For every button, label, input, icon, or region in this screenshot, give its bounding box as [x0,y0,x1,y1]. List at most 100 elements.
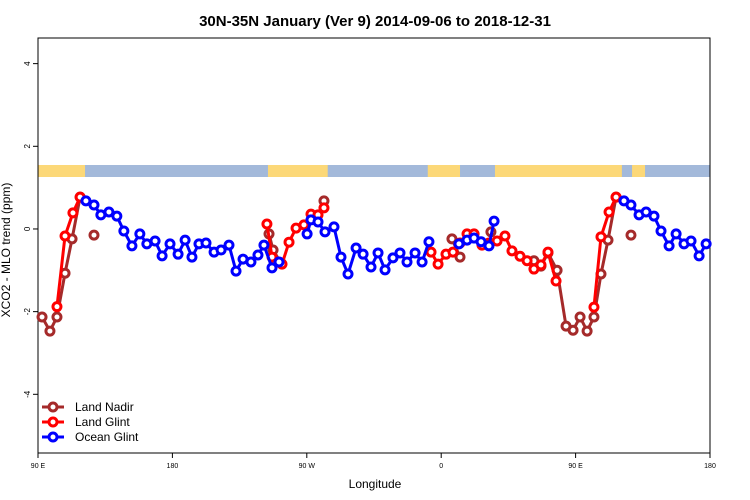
y-tick-label: -2 [23,308,32,316]
y-tick-label: 4 [23,61,32,66]
data-point [319,226,331,238]
data-point [588,311,600,323]
legend-label: Land Glint [75,415,130,429]
data-point [655,225,667,237]
data-point [266,262,278,274]
legend-label: Land Nadir [75,400,134,414]
data-point [179,234,191,246]
data-point [172,248,184,260]
data-point [625,229,637,241]
data-point [335,251,347,263]
data-point [261,218,273,230]
data-point [499,230,511,242]
x-tick-label: 180 [704,463,716,470]
x-tick-label: 0 [439,463,443,470]
data-point [506,245,518,257]
data-point [446,233,458,245]
legend-marker [47,401,59,413]
data-point [625,199,637,211]
land-band [38,165,86,177]
data-point [252,249,264,261]
data-point [67,207,79,219]
data-point [595,231,607,243]
y-tick-label: 0 [23,226,32,231]
data-point [423,236,435,248]
data-point [134,228,146,240]
data-point [574,311,586,323]
data-point [700,238,712,250]
data-point [126,240,138,252]
chart-title: 30N-35N January (Ver 9) 2014-09-06 to 20… [199,13,551,30]
data-point [394,247,406,259]
x-tick-label: 180 [167,463,179,470]
data-point [685,235,697,247]
data-point [298,219,310,231]
y-axis-label: XCO2 - MLO trend (ppm) [0,183,13,318]
land-band [427,165,461,177]
data-point [357,248,369,260]
data-point [447,246,459,258]
data-point [200,237,212,249]
data-point [663,240,675,252]
data-point [88,199,100,211]
data-point [44,325,56,337]
data-point [103,206,115,218]
data-point [318,202,330,214]
data-point [111,210,123,222]
data-point [693,250,705,262]
data-point [483,240,495,252]
data-point [416,256,428,268]
data-point [258,239,270,251]
data-point [51,301,63,313]
data-point [36,311,48,323]
data-point [550,275,562,287]
data-point [425,246,437,258]
plot-frame [37,37,711,454]
data-point [223,239,235,251]
data-point [164,238,176,250]
data-point [59,230,71,242]
data-point [535,259,547,271]
data-point [432,258,444,270]
data-point [80,195,92,207]
y-tick-label: -4 [23,390,32,398]
data-point [387,252,399,264]
data-point [283,236,295,248]
data-point [640,206,652,218]
data-point [342,268,354,280]
series-line [55,196,618,308]
data-point [588,301,600,313]
x-axis-label: Longitude [349,477,402,491]
legend-marker [47,431,59,443]
x-tick-label: 90 E [568,463,583,470]
x-tick-label: 90 W [299,463,316,470]
data-point [230,265,242,277]
data-point [156,250,168,262]
data-point [603,206,615,218]
legend-label: Ocean Glint [75,430,139,444]
x-tick-label: 90 E [31,463,46,470]
data-point [328,221,340,233]
land-band [632,165,646,177]
y-tick-label: 2 [23,144,32,149]
data-point [542,246,554,258]
data-point [273,256,285,268]
data-point [301,228,313,240]
data-point [149,235,161,247]
data-point [488,215,500,227]
data-point [567,324,579,336]
data-point [215,244,227,256]
data-point [454,251,466,263]
data-point [453,238,465,250]
data-point [670,228,682,240]
data-point [365,261,377,273]
data-point [350,242,362,254]
data-point [379,264,391,276]
data-point [401,256,413,268]
data-point [51,311,63,323]
data-point [312,216,324,228]
data-point [581,325,593,337]
land-band [494,165,622,177]
data-point [521,255,533,267]
